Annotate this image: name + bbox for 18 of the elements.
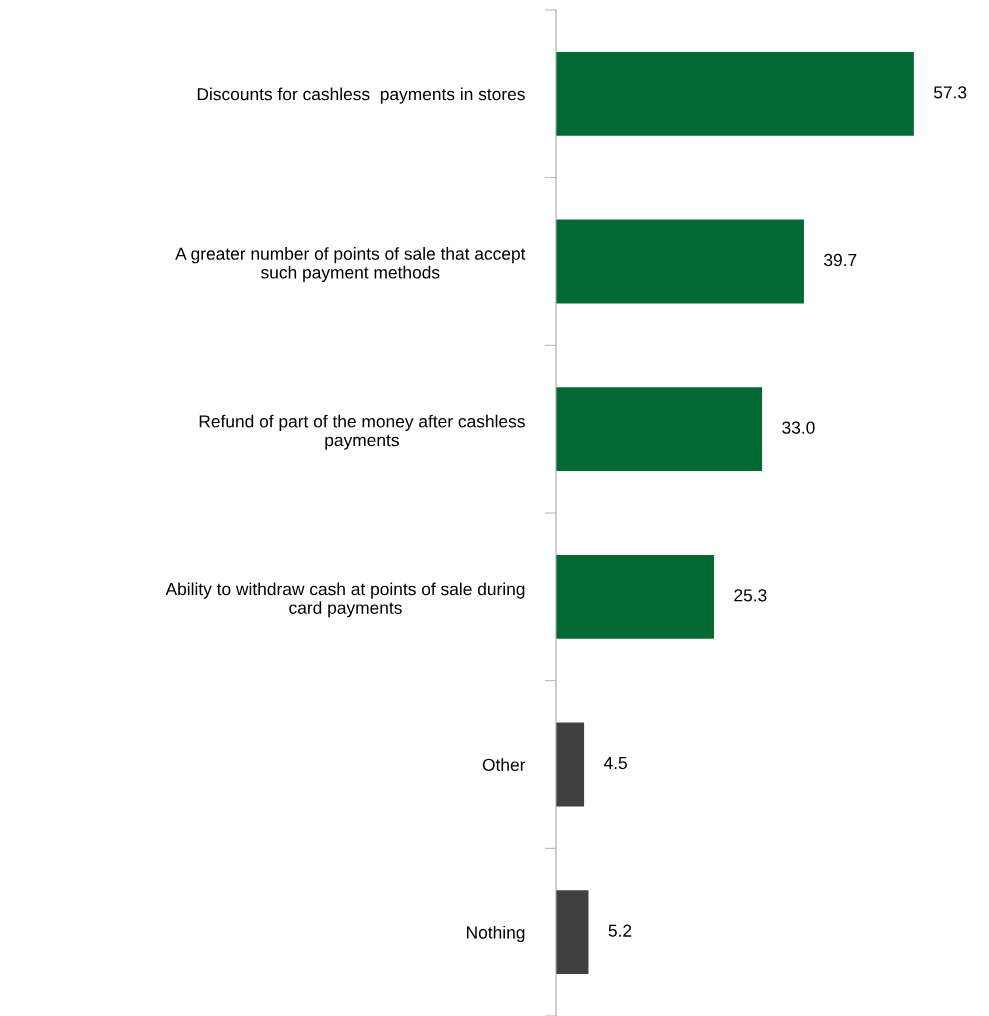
data-label: 25.3 bbox=[734, 589, 767, 602]
y-tick-label: A greater number of points of sale that accept such payment methods bbox=[175, 247, 526, 282]
bar bbox=[556, 722, 585, 807]
bar bbox=[556, 51, 914, 136]
bar bbox=[556, 219, 804, 304]
data-label: 4.5 bbox=[603, 757, 627, 770]
y-tick-label: Other bbox=[482, 758, 526, 771]
y-tick-label: Refund of part of the money after cashless payments bbox=[199, 414, 525, 450]
data-label: 57.3 bbox=[933, 86, 967, 99]
y-tick-label: Nothing bbox=[467, 925, 525, 943]
data-label: 33.0 bbox=[782, 421, 815, 434]
y-tick-label: Discounts for cashless payments in stores bbox=[197, 87, 525, 104]
bar bbox=[556, 554, 714, 639]
data-label: 39.7 bbox=[824, 253, 857, 267]
bar bbox=[556, 387, 763, 472]
data-label: 5.2 bbox=[608, 924, 632, 937]
bar bbox=[556, 890, 589, 975]
y-tick-label: Ability to withdraw cash at points of sale during card payments bbox=[165, 582, 525, 618]
